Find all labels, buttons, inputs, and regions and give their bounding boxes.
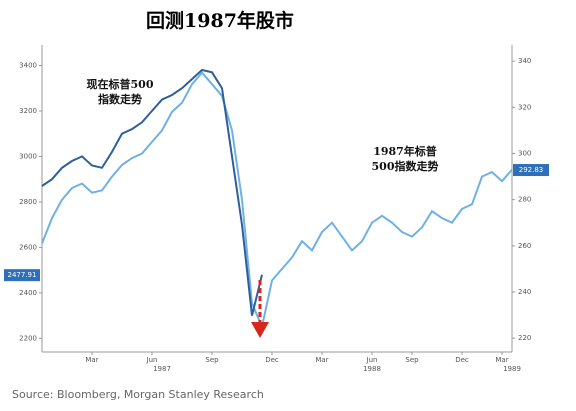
y-tick-label: 2400	[19, 289, 37, 297]
y-tick-label: 2200	[19, 334, 37, 342]
series-line	[41, 71, 513, 330]
year-label: 1989	[503, 365, 521, 373]
x-tick-label: Mar	[85, 356, 98, 364]
annotation: 1987年标普	[373, 144, 437, 158]
y2-tick-label: 320	[518, 103, 531, 111]
x-tick-label: Dec	[455, 356, 469, 364]
value-tag	[513, 164, 549, 177]
value-tag-label: 2477.91	[8, 271, 37, 279]
annotation: 500指数走势	[372, 159, 439, 173]
x-tick-label: Sep	[205, 356, 219, 364]
x-tick-label: Jun	[366, 356, 378, 364]
y2-tick-label: 300	[518, 149, 531, 157]
y-tick-label: 3200	[19, 107, 37, 115]
chart-title: 回测1987年股市	[146, 9, 294, 32]
x-tick-label: Mar	[495, 356, 508, 364]
year-label: 1987	[153, 365, 171, 373]
value-tag	[4, 269, 40, 282]
y2-tick-label: 260	[518, 242, 531, 250]
x-tick-label: Mar	[315, 356, 328, 364]
y-tick-label: 3400	[19, 61, 37, 69]
value-tag-label: 292.83	[519, 166, 544, 174]
x-tick-label: Dec	[265, 356, 279, 364]
y2-tick-label: 240	[518, 288, 531, 296]
annotation: 指数走势	[98, 92, 142, 106]
series-line	[41, 68, 263, 316]
x-tick-label: Jun	[146, 356, 158, 364]
year-label: 1988	[363, 365, 381, 373]
y2-tick-label: 220	[518, 334, 531, 342]
x-tick-label: Sep	[405, 356, 419, 364]
y2-tick-label: 340	[518, 57, 531, 65]
y2-tick-label: 280	[518, 196, 531, 204]
annotation: 现在标普500	[87, 77, 154, 91]
source: Source: Bloomberg, Morgan Stanley Resear…	[12, 388, 264, 401]
y-tick-label: 2800	[19, 198, 37, 206]
y-tick-label: 3000	[19, 152, 37, 160]
y-tick-label: 2600	[19, 243, 37, 251]
arrow-head	[251, 322, 269, 338]
